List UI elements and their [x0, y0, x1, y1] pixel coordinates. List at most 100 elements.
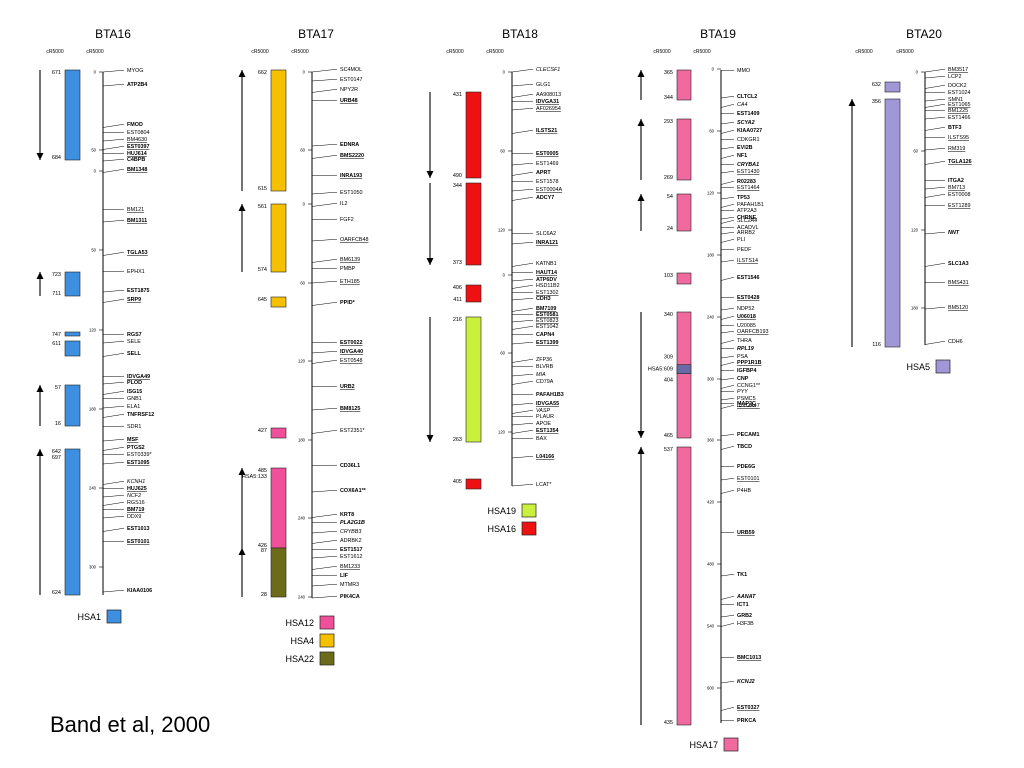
- marker-label: EST1469: [536, 161, 558, 167]
- marker-label: BM1311: [127, 218, 147, 224]
- marker-label: PSMC5: [737, 396, 756, 402]
- marker: L04166: [511, 454, 554, 460]
- marker: EPHX1: [102, 269, 145, 275]
- hsa-segment: 645: [258, 296, 287, 308]
- orientation-arrow: [36, 70, 44, 160]
- marker-label: CD36L1: [340, 463, 360, 469]
- segment-end-label: 116: [872, 342, 881, 348]
- segment-start-label: 632: [872, 82, 881, 88]
- marker-label: PRKCA: [737, 718, 756, 724]
- marker-label: P4HB: [737, 488, 751, 494]
- segment-end-label: 435: [664, 720, 673, 726]
- hsa-segment: 356 116: [848, 98, 901, 348]
- chromosome-bta19: BTA19 cR5000 cR5000 365 344 293 269 54 24 103 340 4…: [637, 27, 768, 726]
- segment-end-label: 344: [664, 95, 673, 101]
- marker: CCNG1**: [720, 383, 761, 389]
- marker: C4BPB: [102, 157, 145, 163]
- marker: KIAA0106: [102, 588, 152, 594]
- unit-label-left: cR5000: [653, 49, 670, 55]
- marker-label: PLA2G1B: [340, 520, 365, 526]
- marker-label: BM1348: [127, 167, 147, 173]
- marker: BMC1013: [720, 655, 761, 661]
- marker: CA4: [720, 102, 748, 108]
- marker: EST0004A: [511, 187, 562, 193]
- marker-label: ATP2B4: [127, 82, 147, 88]
- axis-tick-label: 360: [707, 438, 715, 443]
- marker-label: BM121: [127, 207, 144, 213]
- marker-label: PAFAH1B3: [536, 392, 564, 398]
- segment-end-label: 465: [664, 433, 673, 439]
- marker-label: TGLA126: [948, 159, 972, 165]
- marker: EST0147: [311, 77, 362, 83]
- segment-end-label: 28: [261, 592, 267, 598]
- segment-block: [676, 311, 692, 439]
- axis-tick-label: 420: [707, 500, 715, 505]
- segment-block: [64, 448, 81, 596]
- orientation-arrow: [238, 468, 246, 548]
- marker: MAP2C: [720, 401, 756, 407]
- hsa-segment: 561 574: [238, 203, 287, 273]
- hsa-segment: 611: [52, 340, 81, 357]
- marker-label: ADRBK2: [340, 538, 362, 544]
- marker-label: MYOG: [127, 68, 143, 74]
- marker: EST1289: [924, 203, 970, 209]
- marker: HSD11B2: [511, 283, 560, 289]
- marker-label: APRT: [536, 170, 551, 176]
- marker-label: ARRB2: [737, 230, 755, 236]
- marker-label: EST2351*: [340, 428, 365, 434]
- marker-label: KRT8: [340, 512, 354, 518]
- marker: EST1578: [511, 179, 558, 185]
- axis-tick-label: 540: [707, 624, 715, 629]
- axis-tick-label: 120: [498, 228, 506, 233]
- unit-label-right: cR5000: [693, 49, 710, 55]
- marker-label: EST0428: [737, 295, 759, 301]
- legend-hsa19: HSA19: [487, 503, 537, 518]
- marker: PPP1R1B: [720, 360, 762, 366]
- marker-label: EST1466: [948, 115, 970, 121]
- hsa-segment: 340 465 309 HSA5:609 404: [637, 311, 692, 439]
- marker-label: RGS7: [127, 332, 142, 338]
- marker: SRP9: [102, 297, 141, 303]
- chromosome-bta16: BTA16 cR5000 cR5000 671 684 723 711 747 611 57 16 6…: [36, 27, 154, 596]
- marker: FMOD: [102, 122, 143, 128]
- marker-label: PEDF: [737, 247, 752, 253]
- marker-label: U20085: [737, 323, 756, 329]
- legend-swatch: [319, 633, 335, 648]
- marker: BM719: [102, 507, 144, 513]
- axis-tick-label: 0: [94, 169, 97, 174]
- marker: EST1050: [311, 190, 362, 196]
- marker: EST0101: [102, 539, 149, 545]
- marker-label: INRA121: [536, 240, 558, 246]
- citation: Band et al, 2000: [50, 712, 211, 737]
- hsa-segment: 365 344: [637, 69, 692, 101]
- orientation-arrow: [36, 272, 44, 296]
- marker-label: SELE: [127, 339, 141, 345]
- marker-label: ACADVL: [737, 225, 759, 231]
- marker-label: EST1042: [536, 324, 558, 330]
- hsa-segment: 747: [52, 331, 81, 338]
- unit-label-left: cR5000: [46, 49, 63, 55]
- orientation-arrow: [426, 317, 434, 442]
- rh-map-axis: 0 60 120 180 240 300 360 420 480 540 600: [707, 67, 722, 723]
- marker-label: ILSTS14: [737, 258, 758, 264]
- segment-start-label: 365: [664, 70, 673, 76]
- marker-label: GRB2: [737, 613, 752, 619]
- marker: RGS7: [102, 332, 142, 338]
- segment-end-label: 426: [258, 543, 267, 549]
- segment-end-label: 684: [52, 155, 61, 161]
- marker-label: ADCY7: [536, 195, 554, 201]
- marker-label: TK1: [737, 572, 747, 578]
- marker: KATNB1: [511, 261, 557, 267]
- unit-label-right: cR5000: [291, 49, 308, 55]
- axis-tick-label: 480: [707, 562, 715, 567]
- chromosome-title: BTA18: [502, 27, 538, 41]
- marker: R02283: [720, 179, 756, 185]
- marker: EST1399: [511, 340, 558, 346]
- axis-tick-label: 120: [707, 191, 715, 196]
- marker: P4HB: [720, 488, 751, 494]
- hsa-segment: 537 435: [637, 446, 692, 726]
- hsa-segment: 293 269: [637, 118, 692, 181]
- marker-label: ILSTS21: [536, 128, 557, 134]
- marker-label: EPHX1: [127, 269, 145, 275]
